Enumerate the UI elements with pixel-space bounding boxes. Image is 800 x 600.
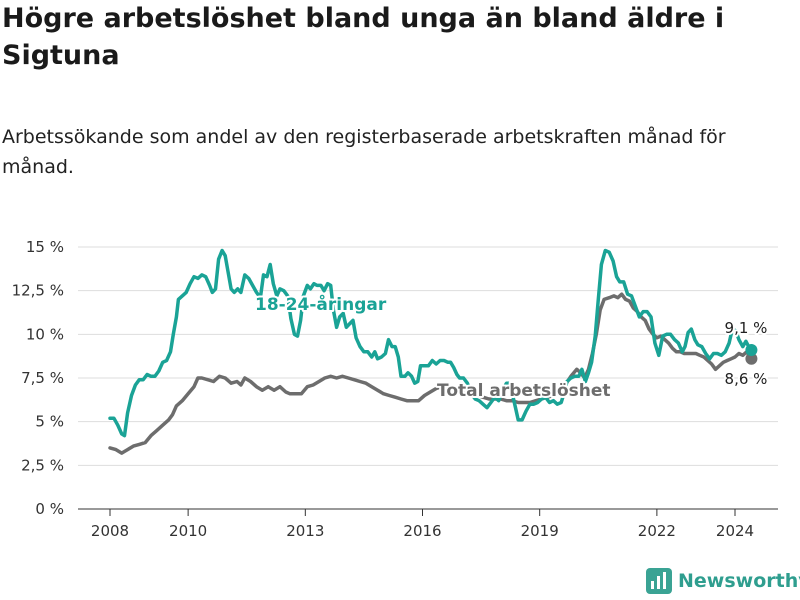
y-tick-label: 15 % bbox=[26, 238, 64, 256]
end-point-18-24 bbox=[745, 344, 758, 357]
x-tick-label: 2022 bbox=[638, 522, 676, 540]
series-line-18-24 bbox=[108, 248, 754, 438]
y-tick-label: 2,5 % bbox=[21, 456, 64, 474]
x-tick-label: 2013 bbox=[286, 522, 324, 540]
end-value-label-total: 8,6 % bbox=[725, 370, 768, 388]
line-chart: 0 %2,5 %5 %7,5 %10 %12,5 %15 % 2008 2010 2… bbox=[12, 238, 778, 540]
y-tick-label: 10 % bbox=[26, 325, 64, 343]
series-lines bbox=[108, 248, 758, 455]
end-point-total bbox=[745, 352, 758, 365]
x-tick-label: 2010 bbox=[169, 522, 207, 540]
y-axis-ticks: 0 % 2,5 % 5 % 7,5 % 10 % 12,5 % 15 % bbox=[12, 238, 64, 518]
chart-title: Högre arbetslöshet bland unga än bland ä… bbox=[2, 3, 725, 71]
y-tick-label: 5 % bbox=[35, 413, 64, 431]
series-line-total bbox=[108, 292, 754, 455]
brand-name: Newsworthy bbox=[678, 570, 800, 592]
gridlines bbox=[78, 246, 778, 510]
y-tick-label: 0 % bbox=[35, 500, 64, 518]
series-label-18-24: 18-24-åringar bbox=[255, 293, 387, 315]
x-axis-ticks: 2008 2010 2013 2016 2019 2022 2024 bbox=[91, 509, 754, 540]
chart-subtitle: Arbetssökande som andel av den registerb… bbox=[2, 126, 726, 178]
x-tick-label: 2019 bbox=[521, 522, 559, 540]
y-tick-label: 12,5 % bbox=[12, 282, 64, 300]
newsworthy-logo-icon bbox=[646, 568, 672, 594]
x-tick-label: 2016 bbox=[403, 522, 441, 540]
x-tick-label: 2024 bbox=[716, 522, 754, 540]
series-label-total: Total arbetslöshet bbox=[437, 381, 611, 401]
end-value-label-18-24: 9,1 % bbox=[725, 319, 768, 337]
x-tick-label: 2008 bbox=[91, 522, 129, 540]
brand: Newsworthy bbox=[646, 568, 800, 594]
series-labels: 18-24-åringar Total arbetslöshet 9,1 % 8… bbox=[253, 291, 769, 403]
y-tick-label: 7,5 % bbox=[21, 369, 64, 387]
